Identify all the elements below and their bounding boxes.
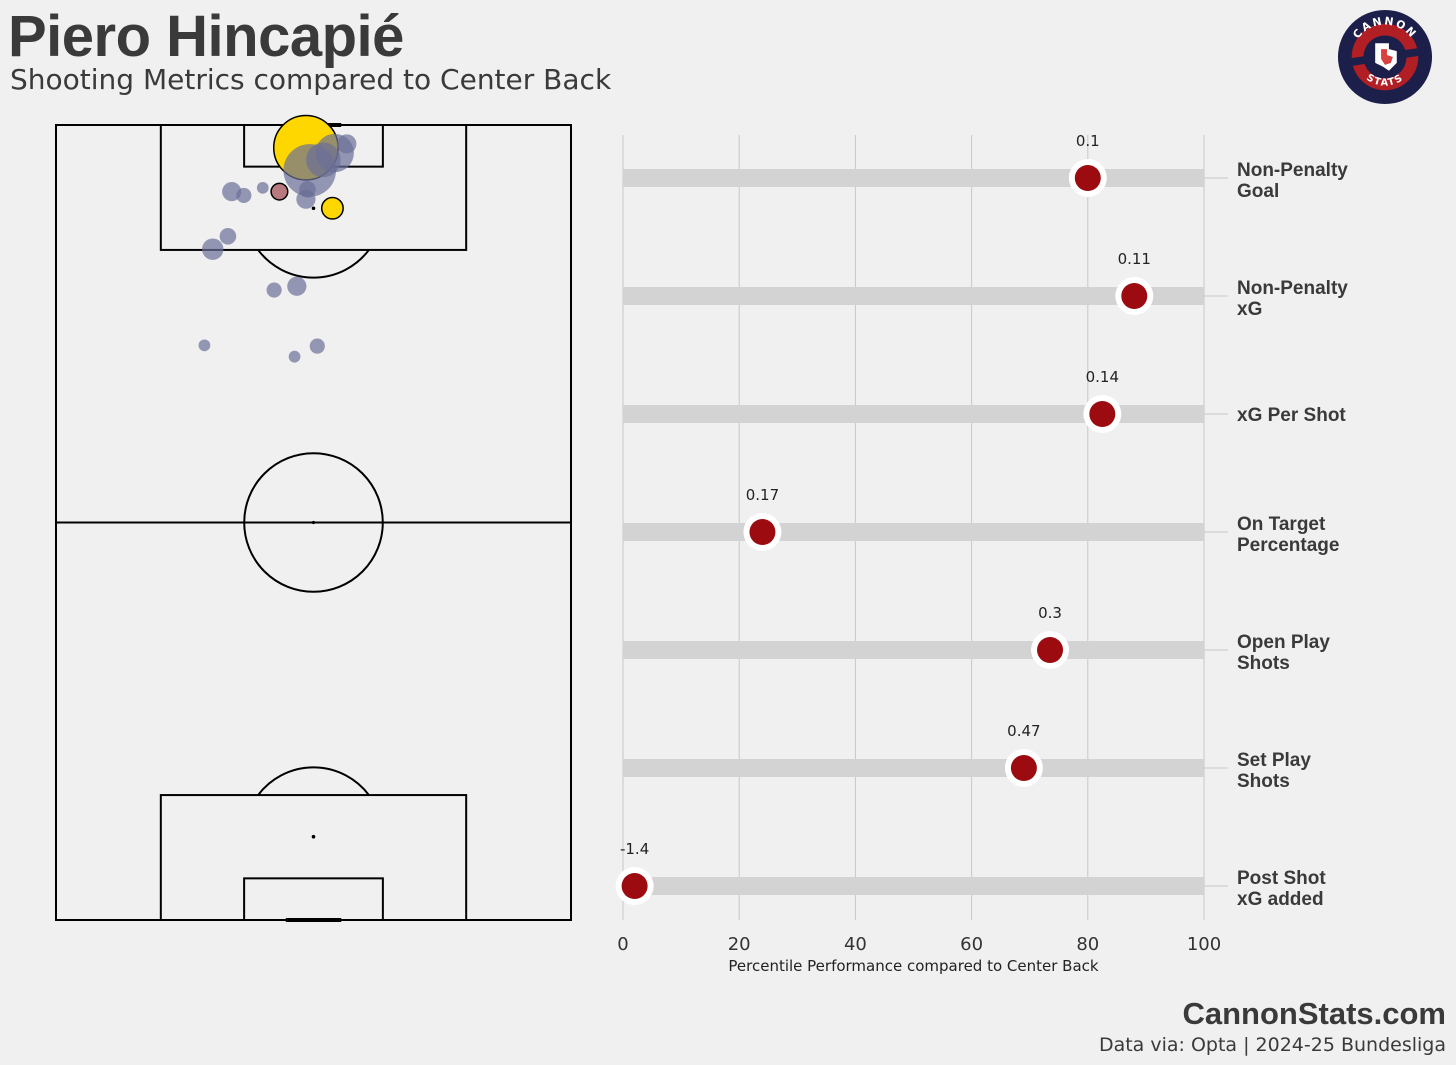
metric-label-line1: Post Shot [1237, 868, 1326, 889]
page-title: Piero Hincapié [8, 4, 404, 69]
shot-marker [256, 181, 269, 194]
metric-label-line2: Goal [1237, 181, 1279, 202]
shot-marker [236, 187, 252, 204]
shot-marker [337, 134, 357, 154]
percentile-track [623, 405, 1204, 423]
metric-label: Set Play Shots [1237, 750, 1311, 792]
shot-marker [296, 189, 316, 209]
x-tick-label: 80 [1076, 934, 1099, 955]
metric-label-line1: Set Play [1237, 750, 1311, 771]
x-tick-label: 0 [617, 934, 628, 955]
metric-label-line1: Open Play [1237, 632, 1330, 653]
top-penalty-arc [257, 249, 370, 279]
metric-label: xG Per Shot [1237, 405, 1346, 426]
metric-label: Post Shot xG added [1237, 868, 1326, 910]
goal-shot-marker [320, 196, 344, 220]
percentile-chart: 0 20 40 60 80 100 Percentile Performance compa… [615, 132, 1348, 975]
percentile-track [623, 169, 1204, 187]
center-circle [243, 452, 384, 593]
x-tick-label: 20 [728, 934, 751, 955]
site-name: CannonStats.com [1182, 996, 1446, 1031]
shot-marker [287, 276, 307, 296]
logo-text-bottom: STATS [1364, 72, 1404, 88]
metric-label-line1: On Target [1237, 514, 1326, 535]
bottom-penalty-arc [257, 766, 370, 796]
metric-label-line2: Shots [1237, 653, 1290, 674]
top-penalty-spot [311, 206, 316, 211]
value-label: 0.14 [1086, 368, 1119, 386]
percentile-marker [1121, 283, 1148, 309]
shot-marker [219, 227, 237, 245]
metric-label: Non-Penalty xG [1237, 278, 1348, 320]
percentile-track [623, 759, 1204, 777]
cannonstats-logo: CANNON STATS [1337, 9, 1433, 105]
percentile-marker [1089, 401, 1116, 427]
metric-label-line2: Shots [1237, 771, 1290, 792]
svg-text:STATS: STATS [1364, 72, 1405, 88]
metric-label-line2: xG [1237, 299, 1262, 320]
percentile-marker [749, 519, 776, 545]
bottom-penalty-area [159, 794, 468, 921]
metric-label-line1: Non-Penalty [1237, 160, 1348, 181]
percentile-marker [1010, 755, 1037, 781]
value-label: 0.47 [1007, 722, 1040, 740]
shot-marker [309, 338, 325, 354]
metric-label-line1: xG Per Shot [1237, 405, 1346, 426]
page-subtitle: Shooting Metrics compared to Center Back [10, 63, 612, 96]
bottom-penalty-spot [311, 834, 316, 839]
metric-label: Non-Penalty Goal [1237, 160, 1348, 202]
percentile-track [623, 641, 1204, 659]
metric-label-line1: Non-Penalty [1237, 278, 1348, 299]
blocked-shot-marker [270, 182, 289, 201]
shot-marker [283, 144, 337, 197]
percentile-track [623, 877, 1204, 895]
shot-marker [266, 282, 282, 298]
percentile-marker [1037, 637, 1064, 663]
x-tick-label: 60 [960, 934, 983, 955]
shot-map [55, 114, 572, 922]
metric-label-line2: xG added [1237, 889, 1324, 910]
percentile-marker [1074, 165, 1101, 191]
value-label: 0.17 [746, 486, 779, 504]
percentile-track [623, 523, 1204, 541]
value-label: 0.11 [1118, 250, 1151, 268]
percentile-track [623, 287, 1204, 305]
bottom-six-yard-box [243, 877, 384, 921]
value-label: 0.1 [1076, 132, 1100, 150]
x-axis-label: Percentile Performance compared to Cente… [728, 957, 1099, 975]
data-source: Data via: Opta | 2024-25 Bundesliga [1098, 1034, 1446, 1056]
value-label: -1.4 [620, 840, 649, 858]
shot-marker [288, 350, 301, 363]
x-tick-label: 100 [1187, 934, 1221, 955]
metric-label: On Target Percentage [1237, 514, 1339, 556]
value-label: 0.3 [1038, 604, 1062, 622]
shot-marker [202, 238, 224, 260]
percentile-marker [621, 873, 648, 899]
shot-marker [198, 339, 211, 352]
x-tick-label: 40 [844, 934, 867, 955]
metric-label-line2: Percentage [1237, 535, 1339, 556]
metric-label: Open Play Shots [1237, 632, 1330, 674]
center-spot [311, 520, 316, 525]
